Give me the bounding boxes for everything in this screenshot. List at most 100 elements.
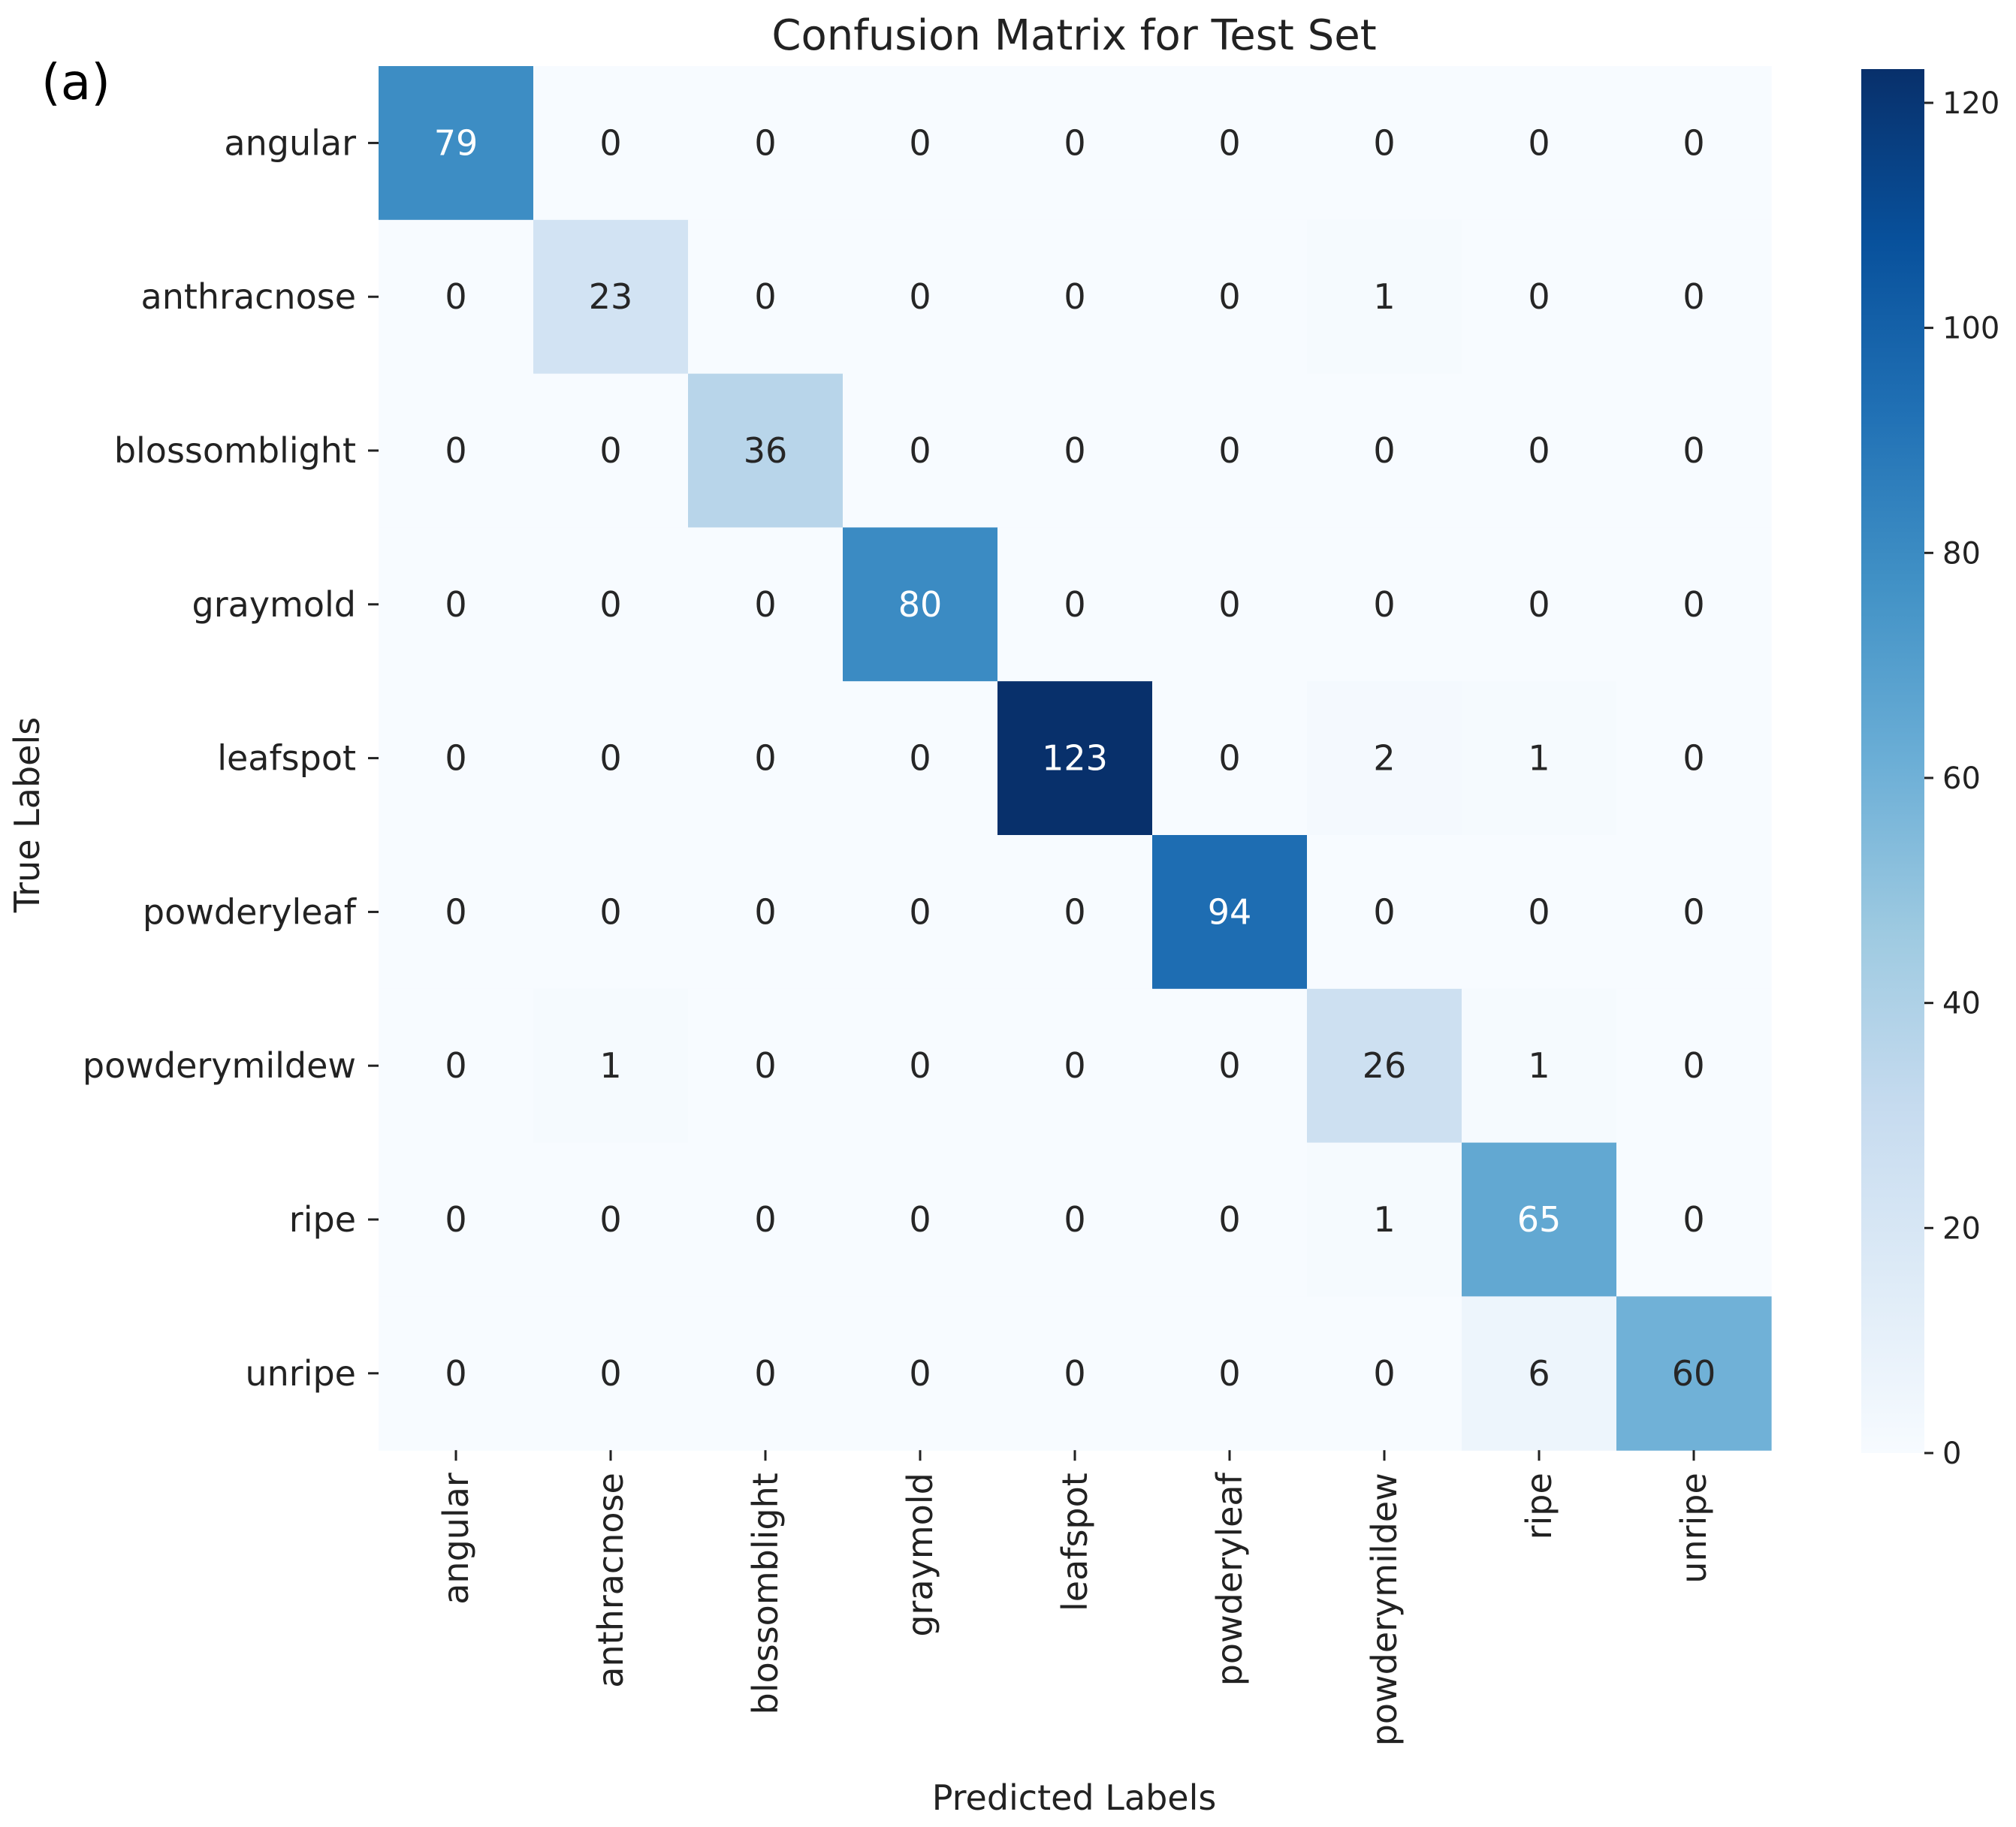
cell-value-label: 0	[1218, 276, 1240, 317]
cell-value-label: 0	[1683, 1199, 1704, 1240]
row-tick-label: powderymildew	[83, 1045, 356, 1086]
cell-value-label: 0	[1064, 1045, 1085, 1086]
colorbar-tick-label: 120	[1942, 86, 1999, 121]
cell-value-label: 0	[1064, 584, 1085, 625]
colorbar-tick-label: 0	[1942, 1437, 1961, 1471]
cell-value-label: 1	[1373, 1199, 1395, 1240]
heatmap-cell	[533, 1296, 689, 1451]
heatmap-cell	[688, 373, 844, 528]
heatmap-cell	[1616, 219, 1772, 375]
heatmap-cell	[533, 1142, 689, 1297]
cell-value-label: 0	[1528, 891, 1550, 932]
cell-value-label: 0	[754, 584, 776, 625]
cell-value-label: 0	[1528, 122, 1550, 163]
colorbar-gradient	[1861, 69, 1924, 1453]
heatmap-cells: 79 0 0 0 0 0 0 0 0 0 23 0 0 0 0 1 0 0 0 0 36 0 0 0 0 0 0 0 0 0 80 0 0 0 0 0…	[379, 66, 1772, 1451]
chart-title: Confusion Matrix for Test Set	[771, 11, 1376, 60]
heatmap-cell	[1307, 1142, 1462, 1297]
cell-value-label: 0	[1373, 584, 1395, 625]
heatmap-cell	[997, 527, 1153, 682]
heatmap-cell	[997, 1296, 1153, 1451]
cell-value-label: 0	[754, 738, 776, 779]
heatmap-cell	[997, 681, 1153, 836]
heatmap-cell	[843, 219, 998, 375]
colorbar-tick-label: 60	[1942, 761, 1981, 796]
cell-value-label: 0	[1373, 1353, 1395, 1394]
cell-value-label: 0	[1064, 1353, 1085, 1394]
heatmap-cell	[1462, 219, 1617, 375]
cell-value-label: 0	[1528, 430, 1550, 471]
row-tick-label: powderyleaf	[143, 891, 358, 932]
cell-value-label: 0	[909, 891, 931, 932]
cell-value-label: 6	[1528, 1353, 1550, 1394]
row-tick-labels: angular anthracnose blossomblight graymold l…	[83, 122, 379, 1394]
cell-value-label: 1	[1528, 738, 1550, 779]
heatmap-cell	[688, 527, 844, 682]
cell-value-label: 0	[1218, 1045, 1240, 1086]
col-tick-label: blossomblight	[745, 1473, 786, 1714]
heatmap-cell	[688, 835, 844, 990]
heatmap-cell	[1616, 1142, 1772, 1297]
cell-value-label: 0	[599, 430, 621, 471]
heatmap-cell	[688, 681, 844, 836]
heatmap-cell	[1616, 1296, 1772, 1451]
cell-value-label: 60	[1672, 1353, 1716, 1394]
cell-value-label: 0	[754, 1199, 776, 1240]
cell-value-label: 0	[445, 891, 466, 932]
cell-value-label: 0	[1683, 584, 1704, 625]
row-tick-label: leafspot	[217, 738, 356, 779]
heatmap-cell	[688, 66, 844, 221]
cell-value-label: 0	[909, 1045, 931, 1086]
heatmap-cell	[379, 219, 534, 375]
heatmap-cell	[533, 835, 689, 990]
heatmap-cell	[1152, 373, 1308, 528]
heatmap-cell	[379, 681, 534, 836]
row-tick-label: blossomblight	[114, 430, 356, 471]
cell-value-label: 0	[1373, 122, 1395, 163]
cell-value-label: 36	[744, 430, 788, 471]
col-tick-label: anthracnose	[590, 1473, 631, 1688]
heatmap-cell	[1462, 373, 1617, 528]
colorbar-tick-label: 100	[1942, 312, 1999, 346]
row-tick-label: graymold	[192, 584, 356, 625]
cell-value-label: 0	[445, 584, 466, 625]
cell-value-label: 80	[898, 584, 943, 625]
heatmap-cell	[533, 681, 689, 836]
cell-value-label: 0	[1064, 430, 1085, 471]
cell-value-label: 0	[599, 122, 621, 163]
col-tick-label: ripe	[1519, 1473, 1559, 1539]
heatmap-cell	[1152, 219, 1308, 375]
cell-value-label: 0	[1683, 738, 1704, 779]
heatmap-cell	[1462, 835, 1617, 990]
cell-value-label: 0	[1218, 1353, 1240, 1394]
cell-value-label: 0	[1373, 891, 1395, 932]
heatmap-cell	[843, 66, 998, 221]
cell-value-label: 0	[599, 1199, 621, 1240]
heatmap-cell	[688, 988, 844, 1144]
heatmap-cell	[688, 1142, 844, 1297]
heatmap-cell	[1307, 219, 1462, 375]
colorbar: 0 20 40 60 80 100 120	[1861, 69, 1999, 1471]
cell-value-label: 79	[434, 122, 478, 163]
row-tick-label: ripe	[289, 1199, 356, 1240]
cell-value-label: 0	[909, 276, 931, 317]
heatmap-cell	[1152, 1296, 1308, 1451]
cell-value-label: 0	[1064, 1199, 1085, 1240]
cell-value-label: 0	[1683, 122, 1704, 163]
heatmap-cell	[1462, 527, 1617, 682]
cell-value-label: 0	[1218, 430, 1240, 471]
cell-value-label: 1	[1373, 276, 1395, 317]
heatmap-cell	[1152, 1142, 1308, 1297]
cell-value-label: 2	[1373, 738, 1395, 779]
heatmap-cell	[1307, 681, 1462, 836]
heatmap-cell	[1307, 835, 1462, 990]
heatmap-cell	[1152, 835, 1308, 990]
row-tick-label: anthracnose	[141, 276, 357, 317]
cell-value-label: 0	[754, 891, 776, 932]
cell-value-label: 94	[1208, 891, 1252, 932]
heatmap-cell	[1462, 681, 1617, 836]
cell-value-label: 0	[1528, 584, 1550, 625]
heatmap-cell	[1462, 1142, 1617, 1297]
cell-value-label: 0	[1218, 1199, 1240, 1240]
